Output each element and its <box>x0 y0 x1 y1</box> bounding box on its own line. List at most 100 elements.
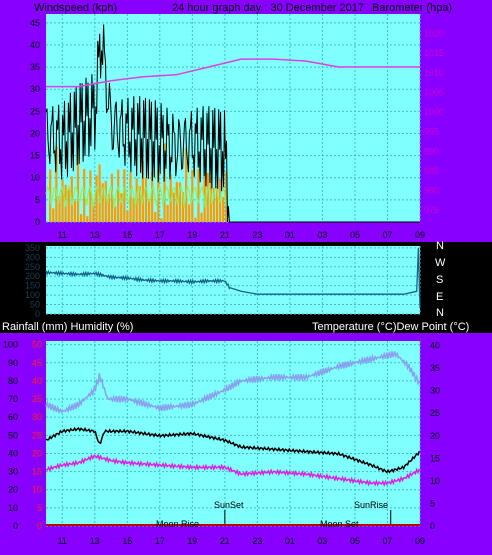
dir-label-w: W <box>435 257 446 269</box>
time-tick-bottom: 21 <box>220 536 230 546</box>
barometer-tick: 990 <box>424 146 439 156</box>
rain-bar <box>132 197 135 222</box>
rainfall-tick: 40 <box>32 376 42 386</box>
humidity-tick: 10 <box>8 503 18 513</box>
direction-tick: 100 <box>25 290 40 300</box>
rain-bar <box>197 168 200 222</box>
humidity-tick: 0 <box>13 521 18 531</box>
rain-bar <box>104 180 107 222</box>
windspeed-tick: 25 <box>30 106 40 116</box>
rain-bar <box>169 174 172 222</box>
time-tick-top: 11 <box>58 230 67 240</box>
time-tick-bottom: 13 <box>90 536 100 546</box>
rain-bar <box>215 185 219 222</box>
rain-bar <box>188 204 191 222</box>
time-tick-top: 03 <box>317 230 327 240</box>
rain-bar <box>73 200 77 222</box>
rain-bar <box>123 169 126 222</box>
temperature-dewpoint-title: Temperature (°C)Dew Point (°C) <box>312 321 469 333</box>
temperature-tick: 20 <box>430 431 440 441</box>
barometer-tick: 1015 <box>424 48 444 58</box>
rain-bar <box>166 204 169 222</box>
rain-bar <box>203 171 206 222</box>
rain-bar <box>181 192 185 222</box>
rain-bar <box>98 164 101 222</box>
rainfall-tick: 10 <box>32 485 42 495</box>
rainfall-tick: 45 <box>32 358 42 368</box>
rainfall-humidity-title: Rainfall (mm) Humidity (%) <box>2 321 133 333</box>
time-tick-top: 01 <box>285 230 295 240</box>
rain-bar <box>79 214 83 222</box>
temperature-tick: 30 <box>430 386 440 396</box>
temperature-line <box>45 426 421 474</box>
humidity-tick: 40 <box>8 448 18 458</box>
rain-bar <box>101 183 104 222</box>
rain-bar <box>61 179 64 222</box>
temperature-tick: 35 <box>430 363 440 373</box>
rain-bar <box>83 168 86 222</box>
direction-tick: 50 <box>30 300 40 310</box>
time-tick-top: 23 <box>252 230 262 240</box>
rainfall-tick: 25 <box>32 430 42 440</box>
time-tick-bottom: 19 <box>187 536 197 546</box>
humidity-tick: 30 <box>8 467 18 477</box>
rainfall-tick: 50 <box>32 340 42 350</box>
rain-bar <box>95 175 98 222</box>
direction-tick: 200 <box>25 271 40 281</box>
humidity-tick: 80 <box>8 376 18 386</box>
windspeed-tick: 45 <box>30 18 40 28</box>
direction-tick: 250 <box>25 262 40 272</box>
humidity-tick: 50 <box>8 430 18 440</box>
direction-tick: 150 <box>25 281 40 291</box>
rain-bar <box>52 208 55 222</box>
time-tick-top: 05 <box>350 230 360 240</box>
windspeed-tick: 30 <box>30 84 40 94</box>
dir-label-s: S <box>436 274 443 286</box>
windspeed-tick: 5 <box>35 195 40 205</box>
rain-bar <box>185 148 188 222</box>
temperature-tick: 10 <box>430 476 440 486</box>
rain-bar <box>151 171 154 222</box>
windspeed-tick: 0 <box>35 217 40 227</box>
humidity-tick: 70 <box>8 394 18 404</box>
rainfall-tick: 20 <box>32 448 42 458</box>
rain-bar <box>178 182 182 222</box>
rain-bar <box>129 172 132 222</box>
rain-bar <box>117 169 120 222</box>
rain-bar <box>89 170 92 222</box>
time-tick-top: 07 <box>382 230 392 240</box>
time-tick-bottom: 11 <box>58 536 67 546</box>
wind-barometer-plot: 0510152025303540459759809859909951000100… <box>30 14 444 240</box>
temperature-tick: 0 <box>430 521 435 531</box>
windspeed-tick: 15 <box>30 151 40 161</box>
temperature-tick: 5 <box>430 498 435 508</box>
barometer-tick: 1010 <box>424 68 444 78</box>
gust-line <box>45 184 228 209</box>
humidity-tick: 100 <box>3 340 18 350</box>
time-tick-bottom: 03 <box>317 536 327 546</box>
rain-bar <box>76 144 80 222</box>
direction-line <box>45 247 421 309</box>
direction-tick: 0 <box>35 309 40 319</box>
sunrise-label: SunRise <box>354 500 388 510</box>
barometer-line <box>46 58 420 88</box>
time-tick-top: 17 <box>155 230 165 240</box>
rain-bar <box>225 172 228 222</box>
time-tick-bottom: 07 <box>382 536 392 546</box>
rainfall-tick: 15 <box>32 467 42 477</box>
direction-plot-area <box>46 246 420 314</box>
sunset-label: SunSet <box>214 500 244 510</box>
barometer-tick: 980 <box>424 186 439 196</box>
rain-bar <box>222 197 225 222</box>
rain-bar <box>147 198 151 222</box>
rain-bar <box>120 193 123 222</box>
time-tick-bottom: 09 <box>415 536 425 546</box>
rain-bar <box>206 173 209 222</box>
windspeed-tick: 35 <box>30 62 40 72</box>
time-tick-bottom: 17 <box>155 536 165 546</box>
dir-label-n-top: N <box>436 240 444 252</box>
direction-tick: 350 <box>25 243 40 253</box>
temp-plot-area <box>46 341 420 526</box>
wind-plot-area <box>46 14 420 222</box>
